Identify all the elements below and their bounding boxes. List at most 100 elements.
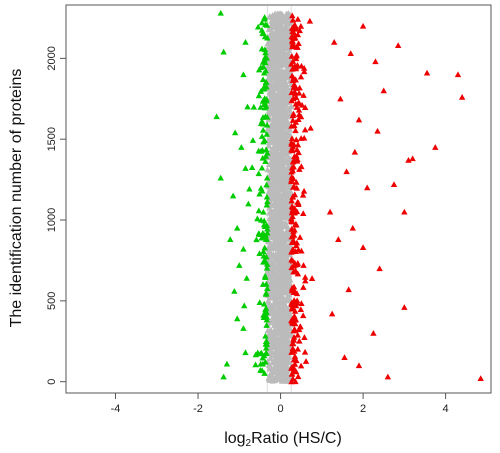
point-down [262, 305, 270, 311]
point-up [289, 246, 297, 252]
point-down [263, 338, 270, 344]
point-down [259, 30, 266, 36]
point-down [262, 67, 269, 74]
point-down [256, 299, 263, 306]
point-up [290, 297, 298, 303]
point-up [290, 237, 297, 244]
point-down [252, 361, 259, 368]
point-up [432, 144, 439, 150]
point-up [355, 116, 363, 123]
point-up [374, 127, 381, 134]
point-up [295, 149, 302, 156]
point-down [254, 215, 261, 222]
point-up [297, 362, 305, 369]
point-up [301, 348, 309, 355]
point-up [394, 42, 402, 48]
point-down [234, 315, 241, 322]
point-unchanged [265, 142, 273, 149]
point-up [372, 58, 379, 65]
point-down [262, 350, 270, 356]
point-down [261, 14, 268, 20]
point-up [299, 312, 307, 319]
point-up [454, 71, 462, 78]
point-up [290, 283, 298, 290]
point-up [289, 340, 297, 347]
point-up [295, 40, 302, 47]
point-up [294, 199, 301, 205]
point-down [255, 170, 262, 177]
point-down [259, 229, 267, 236]
point-unchanged [286, 354, 293, 360]
point-down [262, 332, 269, 339]
point-down [263, 280, 270, 287]
point-up [405, 157, 412, 163]
point-up [335, 236, 342, 242]
point-down [261, 244, 268, 251]
point-up [307, 124, 314, 131]
point-up [370, 329, 377, 336]
point-up [290, 163, 297, 170]
point-down [258, 45, 266, 52]
point-up [359, 244, 367, 251]
point-up [359, 22, 367, 29]
point-up [290, 232, 298, 238]
point-up [326, 208, 334, 215]
point-down [257, 103, 264, 110]
point-up [292, 267, 299, 274]
point-down [246, 185, 253, 192]
point-up [294, 16, 302, 22]
point-up [300, 187, 308, 194]
point-down [256, 190, 263, 197]
point-up [341, 354, 348, 360]
point-up [300, 68, 308, 75]
point-up [306, 17, 314, 24]
point-up [364, 184, 371, 191]
y-tick-label: 1500 [46, 127, 58, 151]
point-up [291, 22, 298, 28]
x-tick-label: -2 [193, 403, 203, 415]
point-down [248, 164, 256, 171]
point-down [258, 164, 266, 171]
point-down [263, 130, 270, 137]
point-up [308, 275, 316, 281]
point-down [240, 245, 247, 252]
point-down [261, 137, 268, 144]
point-up [302, 358, 310, 364]
point-down [260, 83, 268, 90]
point-up [345, 286, 352, 293]
point-up [401, 208, 408, 215]
point-unchanged [266, 361, 273, 368]
point-down [236, 262, 243, 268]
point-up [302, 277, 309, 284]
point-down [244, 103, 251, 110]
point-unchanged [269, 11, 276, 18]
point-down [262, 289, 270, 296]
point-up [289, 12, 296, 19]
point-unchanged [264, 166, 271, 173]
point-up [423, 69, 431, 76]
point-down [240, 71, 247, 78]
point-up [290, 334, 298, 340]
x-axis: -4 -2 0 2 4 [111, 392, 449, 415]
point-down [259, 154, 266, 161]
point-up [293, 146, 301, 153]
point-down [262, 113, 269, 119]
point-down [264, 229, 271, 236]
point-unchanged [267, 326, 274, 333]
point-up [290, 81, 298, 88]
point-up [295, 111, 303, 118]
point-up [294, 31, 302, 38]
point-up [288, 135, 296, 142]
point-down [263, 193, 271, 200]
point-up [301, 334, 308, 340]
point-down [263, 313, 271, 320]
y-axis: 0 500 1000 1500 2000 [46, 46, 67, 385]
point-down [261, 272, 269, 279]
point-up [293, 208, 301, 215]
point-up [458, 93, 466, 100]
point-up [294, 345, 302, 352]
x-tick-label: 2 [360, 403, 366, 415]
point-up [289, 375, 297, 382]
point-up [355, 362, 363, 369]
point-down [262, 152, 270, 159]
